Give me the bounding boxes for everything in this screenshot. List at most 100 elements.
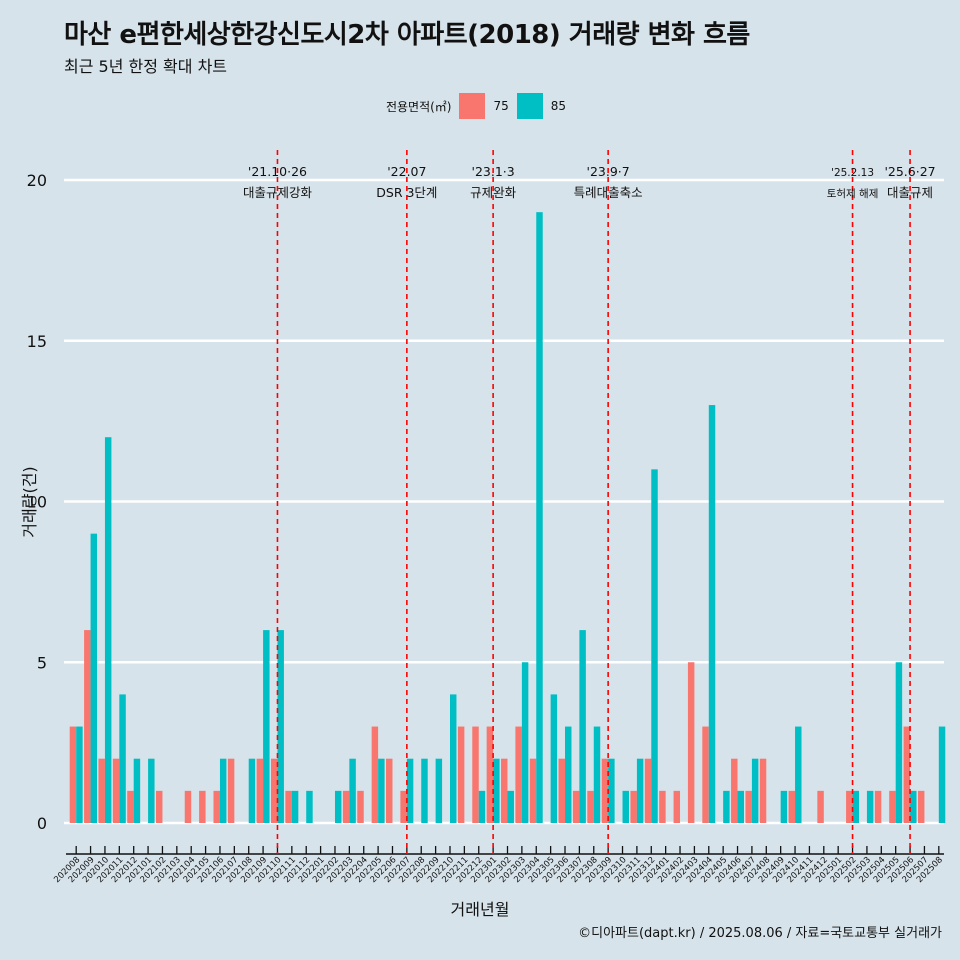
bar-85-202012	[133, 758, 141, 823]
bar-75-202301	[486, 726, 494, 823]
bar-85-202112	[306, 790, 313, 823]
bar-75-202404	[702, 726, 709, 823]
bar-75-202505	[889, 790, 896, 823]
event-date: '25.6·27	[884, 164, 935, 179]
y-tick-label: 20	[27, 171, 47, 190]
event-label: 토허제 해제	[827, 187, 879, 200]
bar-75-202302	[501, 758, 508, 823]
bar-85-202404	[708, 405, 716, 823]
bar-75-202507	[917, 790, 925, 823]
bar-75-202203	[342, 790, 350, 823]
bar-75-202308	[587, 790, 594, 823]
event-label: 대출규제강화	[243, 185, 313, 200]
bar-75-202311	[630, 790, 637, 823]
bar-85-202406	[737, 790, 745, 823]
bar-85-202310	[622, 790, 629, 823]
bar-85-202506	[910, 790, 917, 823]
legend-item-75: 75	[459, 93, 509, 119]
y-tick-label: 5	[37, 653, 47, 672]
bar-75-202012	[127, 790, 134, 823]
bar-75-202406	[731, 758, 738, 823]
bar-85-202208	[421, 758, 428, 823]
event-date: '23.1·3	[472, 164, 515, 179]
bar-75-202008	[69, 726, 77, 823]
event-date: '21.10·26	[248, 164, 307, 179]
legend-swatch-85	[516, 93, 543, 119]
bar-85-202405	[723, 790, 730, 823]
bar-85-202508	[938, 726, 946, 823]
bar-75-202110	[270, 758, 278, 823]
bar-75-202107	[227, 758, 235, 823]
bar-85-202110	[277, 630, 284, 823]
bar-85-202306	[565, 726, 572, 823]
bar-85-202205	[378, 758, 385, 823]
bar-85-202111	[291, 790, 299, 823]
bar-85-202109	[263, 630, 270, 823]
x-axis-label: 거래년월	[450, 900, 510, 919]
legend-label-85: 85	[550, 99, 567, 113]
bar-85-202312	[651, 469, 658, 823]
bar-85-202301	[493, 758, 500, 823]
bar-75-202102	[155, 790, 163, 823]
bar-85-202308	[593, 726, 601, 823]
legend-label-75: 75	[493, 99, 509, 113]
bar-85-202410	[795, 726, 802, 823]
bar-85-202311	[636, 758, 644, 823]
y-tick-label: 0	[37, 814, 47, 833]
bar-75-202212	[472, 726, 479, 823]
bar-75-202412	[817, 790, 824, 823]
bar-75-202309	[601, 758, 609, 823]
bar-75-202410	[788, 790, 796, 823]
bar-85-202309	[608, 758, 615, 823]
bar-85-202101	[148, 758, 155, 823]
bar-75-202401	[659, 790, 666, 823]
bar-85-202011	[119, 694, 126, 823]
bar-85-202303	[521, 662, 529, 823]
bar-75-202204	[357, 790, 364, 823]
event-date: '25.2.13	[831, 167, 874, 179]
bar-85-202209	[435, 758, 443, 823]
bar-75-202205	[371, 726, 379, 823]
event-date: '22.07	[387, 164, 426, 179]
bar-85-202503	[866, 790, 874, 823]
bar-75-202109	[256, 758, 264, 823]
y-axis-label: 거래량(건)	[20, 466, 39, 538]
chart-subtitle: 최근 5년 한정 확대 차트	[64, 57, 228, 76]
bar-85-202212	[478, 790, 486, 823]
event-date: '23.9·7	[587, 164, 630, 179]
bar-75-202502	[846, 790, 853, 823]
bar-75-202010	[98, 758, 105, 823]
bar-75-202402	[673, 790, 681, 823]
bar-75-202303	[515, 726, 522, 823]
bar-85-202108	[248, 758, 256, 823]
y-tick-label: 15	[27, 332, 47, 351]
bar-75-202009	[84, 630, 91, 823]
y-tick-label: 10	[27, 493, 47, 512]
bar-85-202202	[334, 790, 342, 823]
legend-title: 전용면적(㎡)	[385, 99, 452, 114]
chart-title: 마산 e편한세상한강신도시2차 아파트(2018) 거래량 변화 흐름	[64, 20, 750, 50]
bar-75-202506	[903, 726, 911, 823]
bar-75-202011	[112, 758, 120, 823]
bar-85-202502	[852, 790, 860, 823]
bar-75-202408	[759, 758, 767, 823]
legend: 전용면적(㎡) 75 85	[0, 93, 960, 119]
bar-85-202010	[104, 437, 112, 823]
bar-75-202211	[457, 726, 465, 823]
bar-75-202407	[745, 790, 752, 823]
bar-85-202505	[895, 662, 903, 823]
bar-75-202504	[874, 790, 882, 823]
bar-75-202403	[687, 662, 695, 823]
bar-85-202009	[90, 533, 98, 823]
bar-85-202305	[550, 694, 558, 823]
bar-75-202104	[184, 790, 192, 823]
bar-75-202106	[213, 790, 220, 823]
bar-85-202008	[76, 726, 83, 823]
legend-item-85: 85	[516, 93, 567, 119]
event-label: 특례대출축소	[574, 185, 643, 200]
bar-85-202407	[751, 758, 759, 823]
bar-85-202307	[579, 630, 586, 823]
event-label: 대출규제	[887, 185, 933, 200]
bar-75-202307	[572, 790, 580, 823]
